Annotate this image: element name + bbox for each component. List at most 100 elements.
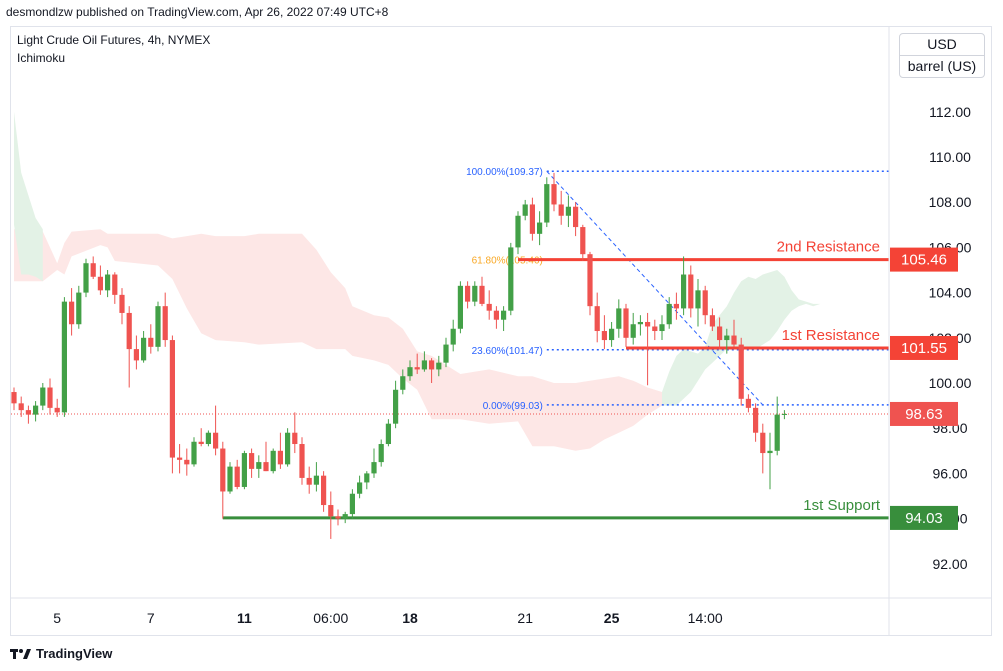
candle-body [40,387,46,406]
candle-body [457,285,463,329]
candle-body [177,457,183,460]
candle-body [594,306,600,332]
candle-body [169,340,175,458]
time-axis: 5 7 11 06:00 18 21 25 14:00 [53,610,723,626]
support-label: 1st Support [803,497,881,514]
candle-body [479,285,485,304]
candle-body [609,328,615,341]
candle-body [760,432,766,454]
candle-body [90,263,96,277]
y-tick-label: 96.00 [932,465,967,481]
candle-body [61,301,67,413]
candle-body [277,450,283,465]
candle-body [537,222,543,234]
candle-body [227,466,233,492]
candle-body [162,306,168,341]
tradingview-logo-icon [10,648,31,659]
candle-body [357,482,363,494]
resistance-price-tag-bg [890,335,958,360]
candle-body [652,326,658,332]
currency-label: USD [927,36,957,52]
candle-body [753,407,759,433]
cloud-bearish [14,229,662,451]
candle-body [105,274,111,291]
candle-body [133,349,139,361]
candle-body [313,475,319,485]
fib-level-label: 100.00%(109.37) [466,167,543,178]
unit-selector[interactable]: USD barrel (US) [899,33,985,78]
candle-body [213,432,219,449]
candle-body [141,337,147,361]
candle-body [328,505,334,517]
candle-body [767,450,773,454]
candle-body [529,204,535,234]
candle-body [645,321,651,327]
resistance-label: 2nd Resistance [777,239,880,256]
resistance-price-tag-bg [890,247,958,272]
y-tick-label: 108.00 [929,194,972,210]
candle-body [285,432,291,465]
candle-body [565,206,571,216]
candle-body [738,344,744,399]
candle-body [623,308,629,338]
candle-body [270,450,276,472]
candle-body [112,274,118,295]
candle-body [414,367,420,370]
candle-body [148,337,154,347]
candle-body [486,303,492,311]
candle-body [378,444,384,463]
x-tick-label: 18 [402,610,418,626]
candle-body [443,344,449,363]
resistance-price-tag: 101.55 [901,340,947,357]
level-lines: 100.00%(109.37) 61.80%(105.46) 23.60%(101.… [11,167,889,520]
candle-body [155,306,161,347]
candle-body [745,398,751,408]
candle-body [573,206,579,228]
candle-body [184,459,190,465]
price-tags: 105.46 101.55 94.03 98.63 [890,247,958,530]
candle-body [11,392,17,404]
candle-body [220,448,226,492]
candle-body [688,274,694,309]
ichimoku-cloud [14,111,821,451]
y-tick-label: 100.00 [929,375,972,391]
candle-body [781,413,787,415]
candle-body [306,477,312,485]
y-tick-label: 104.00 [929,285,972,301]
candle-body [587,254,593,307]
candle-body [421,360,427,370]
candle-body [695,290,701,309]
tradingview-footer[interactable]: TradingView [10,646,112,661]
candle-body [342,514,348,519]
candle-body [25,410,31,415]
candle-body [544,184,550,223]
resistance-label: 1st Resistance [782,327,880,344]
symbol-legend[interactable]: Light Crude Oil Futures, 4h, NYMEX [17,33,211,47]
support-price-tag: 94.03 [905,510,943,527]
candle-body [493,310,499,320]
brand-label: TradingView [36,646,113,661]
candle-body [407,367,413,377]
candle-body [393,389,399,424]
candle-body [436,362,442,370]
candle-body [321,475,327,506]
candle-body [616,308,622,329]
candle-body [349,493,355,515]
candle-body [630,324,636,338]
candle-body [256,462,262,469]
publisher-header: desmondlzw published on TradingView.com,… [6,5,389,19]
support-price-tag-bg [890,505,958,530]
indicator-legend[interactable]: Ichimoku [17,51,66,65]
candle-body [774,414,780,451]
candle-body [18,403,24,411]
candle-body [465,285,471,302]
chart-frame [10,26,992,636]
candle-body [292,432,298,445]
last-price-tag: 98.63 [905,406,943,423]
candle-body [234,466,240,487]
resistance-price-tag: 105.46 [901,252,947,269]
candle-body [666,303,672,325]
candle-body [637,321,643,325]
x-tick-label: 21 [517,610,533,626]
